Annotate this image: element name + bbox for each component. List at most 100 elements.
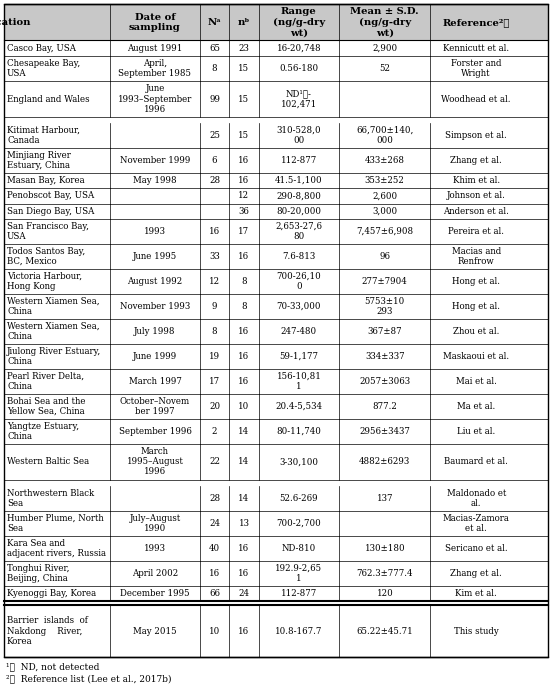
Text: Simpson et al.: Simpson et al. (445, 131, 507, 140)
Text: 40: 40 (209, 544, 220, 553)
Text: 1993: 1993 (144, 227, 166, 236)
Text: Kyenoggi Bay, Korea: Kyenoggi Bay, Korea (7, 589, 96, 598)
Text: Mean ± S.D.
(ng/g-dry
wt): Mean ± S.D. (ng/g-dry wt) (351, 8, 419, 37)
Text: Ma et al.: Ma et al. (457, 401, 495, 410)
Bar (4, 56, 548, 81)
Text: May 2015: May 2015 (133, 627, 177, 636)
Text: 41.5-1,100: 41.5-1,100 (275, 176, 323, 185)
Text: October–Novem
ber 1997: October–Novem ber 1997 (120, 397, 190, 416)
Text: 17: 17 (209, 377, 220, 386)
Text: Pearl River Delta,
China: Pearl River Delta, China (7, 372, 84, 390)
Text: 2,600: 2,600 (372, 191, 397, 200)
Text: 120: 120 (376, 589, 393, 598)
Text: Kim et al.: Kim et al. (455, 589, 497, 598)
Text: 96: 96 (379, 252, 390, 261)
Text: July 1998: July 1998 (134, 327, 176, 336)
Bar (4, 369, 548, 394)
Text: 2,653-27,6
80: 2,653-27,6 80 (275, 222, 322, 241)
Text: Woodhead et al.: Woodhead et al. (442, 95, 511, 104)
Text: 66: 66 (209, 589, 220, 598)
Text: Western Xiamen Sea,
China: Western Xiamen Sea, China (7, 297, 99, 316)
Text: 70-33,000: 70-33,000 (277, 302, 321, 311)
Text: 16: 16 (238, 352, 250, 361)
Text: 353±252: 353±252 (365, 176, 405, 185)
Text: 22: 22 (209, 457, 220, 466)
Text: 12: 12 (238, 191, 250, 200)
Bar (4, 81, 548, 117)
Text: March
1995–August
1996: March 1995–August 1996 (126, 447, 183, 476)
Text: 2,900: 2,900 (372, 44, 397, 53)
Text: 80-11,740: 80-11,740 (277, 426, 321, 435)
Text: Barrier  islands  of
Nakdong    River,
Korea: Barrier islands of Nakdong River, Korea (7, 616, 88, 645)
Text: 16: 16 (238, 544, 250, 553)
Text: 8: 8 (241, 277, 247, 286)
Bar (4, 419, 548, 444)
Text: 16: 16 (209, 227, 220, 236)
Text: 28: 28 (209, 176, 220, 185)
Text: 137: 137 (376, 494, 393, 503)
Text: August 1991: August 1991 (128, 44, 183, 53)
Text: 1993: 1993 (144, 544, 166, 553)
Text: August 1992: August 1992 (128, 277, 183, 286)
Text: 9: 9 (212, 302, 217, 311)
Text: June 1999: June 1999 (133, 352, 177, 361)
Text: 66,700±140,
000: 66,700±140, 000 (356, 126, 413, 145)
Text: 65: 65 (209, 44, 220, 53)
Text: 7,457±6,908: 7,457±6,908 (356, 227, 413, 236)
Text: December 1995: December 1995 (120, 589, 190, 598)
Text: San Francisco Bay,
USA: San Francisco Bay, USA (7, 222, 89, 241)
Text: 80-20,000: 80-20,000 (277, 207, 321, 216)
Bar (4, 560, 548, 586)
Text: 20: 20 (209, 401, 220, 410)
Text: Hong et al.: Hong et al. (452, 277, 500, 286)
Text: 8: 8 (241, 302, 247, 311)
Text: Maldonado et
al.: Maldonado et al. (447, 489, 506, 508)
Text: 4882±6293: 4882±6293 (359, 457, 411, 466)
Text: Johnson et al.: Johnson et al. (447, 191, 506, 200)
Text: England and Wales: England and Wales (7, 95, 89, 104)
Text: Hong et al.: Hong et al. (452, 302, 500, 311)
Text: Masan Bay, Korea: Masan Bay, Korea (7, 176, 84, 185)
Text: Zhou et al.: Zhou et al. (453, 327, 500, 336)
Text: 2057±3063: 2057±3063 (359, 377, 410, 386)
Text: 99: 99 (209, 95, 220, 104)
Text: 12: 12 (209, 277, 220, 286)
Text: April,
September 1985: April, September 1985 (119, 59, 192, 78)
Text: 36: 36 (238, 207, 250, 216)
Text: Jiulong River Estuary,
China: Jiulong River Estuary, China (7, 347, 101, 366)
Text: ²⧏  Reference list (Lee et al., 2017b): ²⧏ Reference list (Lee et al., 2017b) (6, 674, 172, 683)
Text: March 1997: March 1997 (129, 377, 182, 386)
Text: Date of
sampling: Date of sampling (129, 12, 181, 32)
Text: Western Baltic Sea: Western Baltic Sea (7, 457, 89, 466)
Text: 192.9-2,65
1: 192.9-2,65 1 (275, 564, 322, 583)
Text: 10.8-167.7: 10.8-167.7 (275, 627, 322, 636)
Bar (4, 244, 548, 269)
Text: Humber Plume, North
Sea: Humber Plume, North Sea (7, 513, 104, 533)
Text: Kara Sea and
adjacent rivers, Russia: Kara Sea and adjacent rivers, Russia (7, 539, 106, 558)
Text: 310-528,0
00: 310-528,0 00 (277, 126, 321, 145)
Text: 65.22±45.71: 65.22±45.71 (357, 627, 413, 636)
Text: 6: 6 (212, 156, 217, 165)
Text: This study: This study (454, 627, 498, 636)
Text: 52: 52 (379, 64, 390, 73)
Bar (4, 294, 548, 319)
Text: 700-2,700: 700-2,700 (277, 519, 321, 528)
Text: 2: 2 (212, 426, 217, 435)
Text: Victoria Harbour,
Hong Kong: Victoria Harbour, Hong Kong (7, 272, 82, 291)
Text: Kennicutt et al.: Kennicutt et al. (443, 44, 509, 53)
Text: 0.56-180: 0.56-180 (279, 64, 319, 73)
Text: July–August
1990: July–August 1990 (129, 513, 181, 533)
Text: 16: 16 (238, 377, 250, 386)
Text: 16-20,748: 16-20,748 (277, 44, 321, 53)
Bar (4, 511, 548, 536)
Text: 14: 14 (238, 426, 250, 435)
Text: 130±180: 130±180 (364, 544, 405, 553)
Text: 8: 8 (212, 327, 217, 336)
Bar (4, 148, 548, 173)
Bar (4, 41, 548, 56)
Text: Khim et al.: Khim et al. (453, 176, 500, 185)
Text: 14: 14 (238, 494, 250, 503)
Text: Forster and
Wright: Forster and Wright (451, 59, 501, 78)
Text: April 2002: April 2002 (132, 569, 178, 578)
Bar (4, 219, 548, 244)
